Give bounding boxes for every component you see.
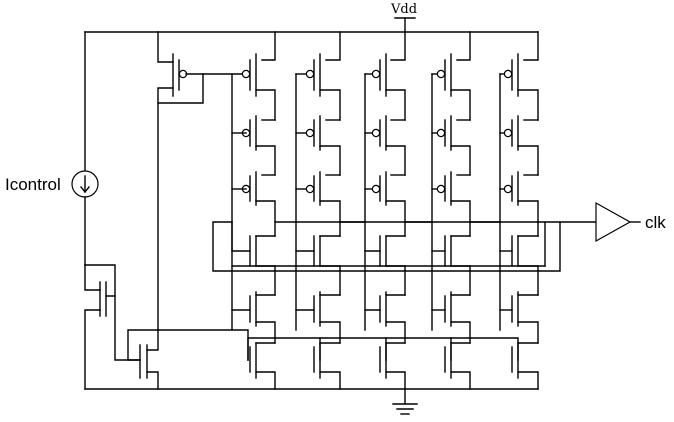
stage-1 xyxy=(231,31,276,390)
stage-4 xyxy=(431,31,471,390)
nmos-bias xyxy=(127,329,249,390)
feedback-loop xyxy=(212,221,561,272)
vdd-label: Vdd xyxy=(390,2,417,17)
clk-label: clk xyxy=(645,213,666,232)
stage-2 xyxy=(295,31,341,390)
nmos-diode xyxy=(84,264,141,390)
power-rails xyxy=(84,17,539,404)
icontrol-label: Icontrol xyxy=(5,175,61,194)
current-source-icon xyxy=(71,170,99,198)
stage-5 xyxy=(499,31,539,390)
nmos-gate-bus xyxy=(247,337,321,361)
pmos-mirror-left xyxy=(157,31,249,331)
buffer-triangle-icon xyxy=(595,201,632,243)
gate-buses xyxy=(274,73,539,331)
ground-icon xyxy=(392,403,418,415)
stage-3 xyxy=(364,31,406,390)
